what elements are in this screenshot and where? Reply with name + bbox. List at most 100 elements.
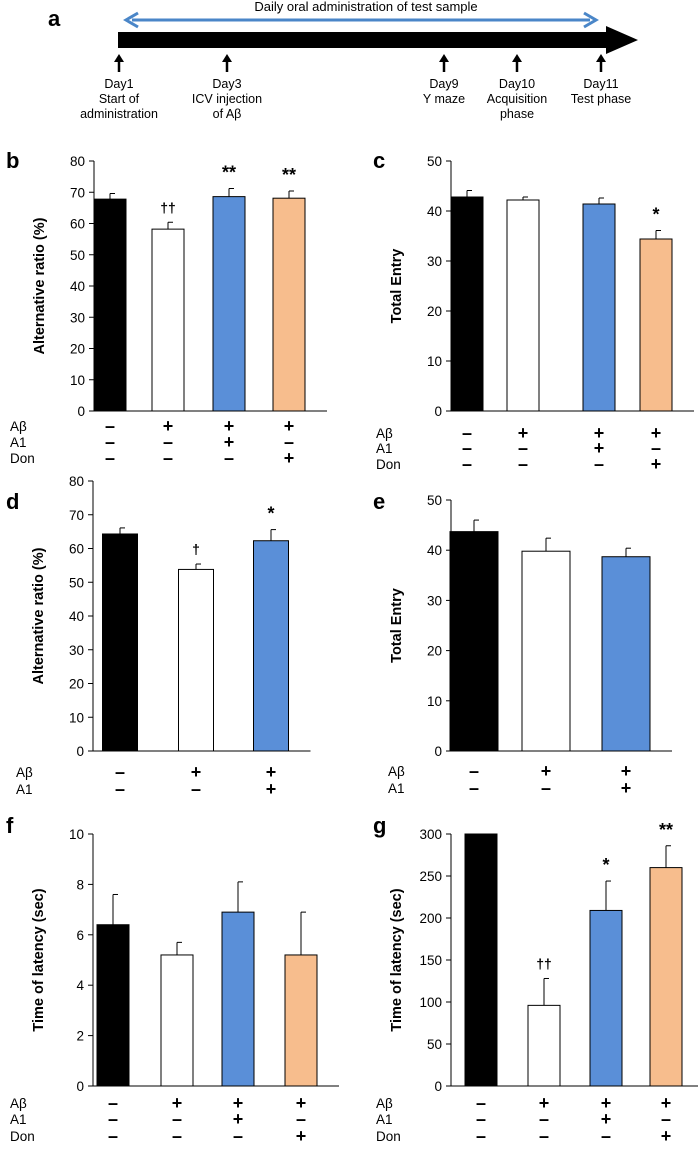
bar (221, 911, 255, 1087)
y-tick-label: 150 (419, 953, 442, 968)
treatment-symbol: – (108, 1109, 118, 1129)
significance-marker: * (652, 205, 659, 225)
y-tick-label: 200 (419, 911, 442, 926)
y-tick-label: 60 (70, 217, 85, 232)
bar (527, 1004, 561, 1087)
timeline-banner: Daily oral administration of test sample (254, 0, 477, 14)
treatment-symbol: + (651, 454, 662, 474)
event-arrowhead-icon (114, 54, 124, 62)
y-tick-label: 0 (76, 744, 84, 759)
y-tick-label: 50 (427, 1037, 442, 1052)
significance-marker: †† (536, 955, 552, 971)
y-tick-label: 0 (434, 1079, 442, 1094)
y-axis-label: Total Entry (389, 249, 405, 324)
treatment-symbol: + (594, 423, 605, 443)
bar (272, 197, 306, 412)
bar (601, 556, 651, 752)
treatment-symbol: + (284, 448, 295, 468)
y-tick-label: 10 (427, 694, 442, 709)
y-tick-label: 2 (76, 1029, 84, 1044)
y-tick-label: 30 (69, 643, 84, 658)
treatment-row-label: Aβ (376, 1096, 393, 1111)
event-label: Day1 (104, 77, 133, 91)
treatment-symbol: – (601, 1126, 611, 1146)
treatment-symbol: + (601, 1093, 612, 1113)
panel-letter-g: g (373, 813, 386, 838)
treatment-symbol: + (651, 423, 662, 443)
y-tick-label: 70 (70, 185, 85, 200)
treatment-row-label: Don (376, 457, 401, 472)
timeline-arrowhead (606, 26, 638, 54)
y-tick-label: 80 (69, 474, 84, 489)
treatment-symbol: + (284, 416, 295, 436)
treatment-symbol: + (233, 1093, 244, 1113)
treatment-symbol: – (108, 1093, 118, 1113)
treatment-symbol: – (172, 1126, 182, 1146)
bar (212, 196, 246, 412)
treatment-symbol: – (105, 432, 115, 452)
treatment-symbol: – (476, 1093, 486, 1113)
y-tick-label: 20 (70, 342, 85, 357)
y-tick-label: 0 (434, 744, 442, 759)
treatment-symbol: + (296, 1093, 307, 1113)
y-tick-label: 4 (76, 978, 84, 993)
event-arrowhead-icon (596, 54, 606, 62)
y-tick-label: 50 (427, 493, 442, 508)
y-tick-label: 250 (419, 869, 442, 884)
y-tick-label: 40 (69, 609, 84, 624)
treatment-symbol: + (172, 1093, 183, 1113)
treatment-symbol: + (621, 761, 632, 781)
panel-letter-a: a (48, 6, 61, 31)
y-tick-label: 50 (70, 248, 85, 263)
event-label: administration (80, 107, 158, 121)
treatment-symbol: – (469, 778, 479, 798)
banner-arrowhead-left (123, 11, 139, 29)
bar (253, 540, 289, 752)
treatment-symbol: + (233, 1109, 244, 1129)
y-tick-label: 0 (77, 404, 85, 419)
event-label: Test phase (571, 92, 632, 106)
bar (93, 198, 127, 412)
treatment-symbol: – (518, 454, 528, 474)
significance-marker: * (602, 855, 609, 875)
event-label: Day11 (583, 77, 618, 91)
treatment-symbol: – (296, 1109, 306, 1129)
treatment-symbol: – (108, 1126, 118, 1146)
y-tick-label: 70 (69, 508, 84, 523)
panel-letter-c: c (373, 148, 385, 173)
treatment-symbol: + (601, 1109, 612, 1129)
treatment-symbol: – (105, 448, 115, 468)
treatment-row-label: Don (376, 1129, 401, 1144)
y-tick-label: 20 (427, 644, 442, 659)
treatment-symbol: + (266, 762, 277, 782)
treatment-symbol: + (539, 1093, 550, 1113)
treatment-row-label: Aβ (388, 764, 405, 779)
y-tick-label: 10 (69, 827, 84, 842)
y-tick-label: 30 (70, 310, 85, 325)
bar (151, 228, 185, 412)
bar (506, 199, 540, 412)
treatment-symbol: – (541, 778, 551, 798)
y-tick-label: 20 (427, 304, 442, 319)
treatment-row-label: A1 (388, 781, 405, 796)
y-tick-label: 0 (76, 1079, 84, 1094)
significance-marker: † (192, 541, 200, 557)
treatment-symbol: + (661, 1126, 672, 1146)
treatment-symbol: – (284, 432, 294, 452)
y-tick-label: 300 (419, 827, 442, 842)
y-axis-label: Alternative ratio (%) (32, 217, 48, 354)
bar (649, 867, 683, 1087)
event-label: Day10 (499, 77, 535, 91)
treatment-symbol: – (462, 438, 472, 458)
treatment-symbol: – (539, 1126, 549, 1146)
y-tick-label: 30 (427, 254, 442, 269)
bar (521, 550, 571, 752)
treatment-row-label: Aβ (16, 765, 33, 780)
treatment-symbol: – (518, 438, 528, 458)
